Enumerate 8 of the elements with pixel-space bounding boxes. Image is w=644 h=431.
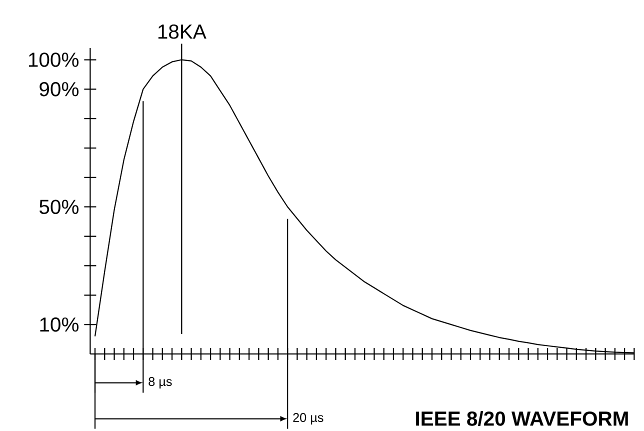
y-tick-label: 90% <box>40 82 79 96</box>
y-tick-label: 10% <box>40 317 79 332</box>
text: 8 µs <box>148 377 172 389</box>
text: 20 µs <box>293 413 324 425</box>
y-tick-label: 50% <box>40 200 79 214</box>
text: IEEE 8/20 WAVEFORM <box>416 410 628 426</box>
y-tick-label: 100% <box>28 52 78 67</box>
annotation: 18KA <box>158 24 206 39</box>
